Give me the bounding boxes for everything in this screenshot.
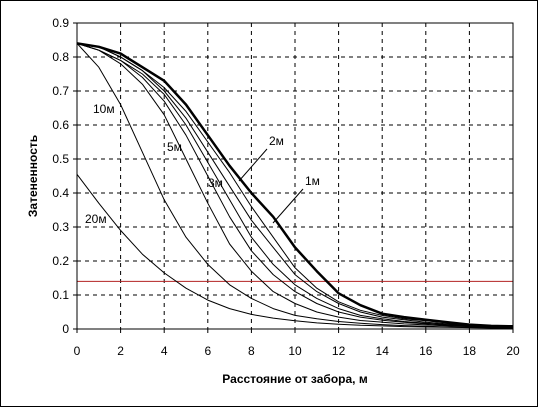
x-tick-label: 16 [419,344,433,358]
y-tick-label: 0.2 [52,254,69,268]
x-tick-label: 8 [248,344,255,358]
y-tick-label: 0 [62,322,69,336]
x-tick-label: 10 [288,344,302,358]
series-line-20м [76,173,513,329]
y-tick-label: 0.4 [52,186,69,200]
x-tick-label: 2 [117,344,124,358]
y-tick-label: 0.8 [52,50,69,64]
x-tick-label: 14 [376,344,390,358]
y-tick-label: 0.5 [52,152,69,166]
x-tick-label: 18 [463,344,477,358]
series-line-5м [76,42,514,329]
y-tick-label: 0.1 [52,288,69,302]
series-leader-2м [238,148,268,182]
y-tick-label: 0.3 [52,220,69,234]
series-label-20м: 20м [85,212,107,226]
x-tick-label: 0 [74,344,81,358]
x-tick-label: 20 [506,344,520,358]
series-label-5м: 5м [167,140,182,154]
series-line-1м [76,42,514,328]
series-line-2м [76,42,514,328]
series-labels: 1м 2м 3м 5м 10м 20м [85,102,320,226]
series-line-unlabeled-2 [76,42,514,328]
x-tick-label: 12 [332,344,346,358]
series-line-unlabeled-4 [76,42,514,328]
x-tick-label: 4 [161,344,168,358]
plot-border [76,22,514,330]
series-leader-1м [272,188,304,224]
axes: 0 2 4 6 8 10 12 14 16 18 20 0 0.1 0.2 0.3 0.4 0.5 0.6 0.7 0… [52,16,520,358]
x-tick-label: 6 [204,344,211,358]
series-label-3м: 3м [208,176,223,190]
y-tick-label: 0.6 [52,118,69,132]
series-label-10м: 10м [93,102,115,116]
series-label-1м: 1м [305,174,320,188]
grid [77,23,513,329]
series-line-3м [76,42,514,328]
y-tick-label: 0.9 [52,16,69,30]
series-label-2м: 2м [269,134,284,148]
y-tick-label: 0.7 [52,84,69,98]
series-layer [76,42,514,329]
y-axis-title: Затененность [26,135,40,217]
x-axis-title: Расстояние от забора, м [222,372,368,386]
